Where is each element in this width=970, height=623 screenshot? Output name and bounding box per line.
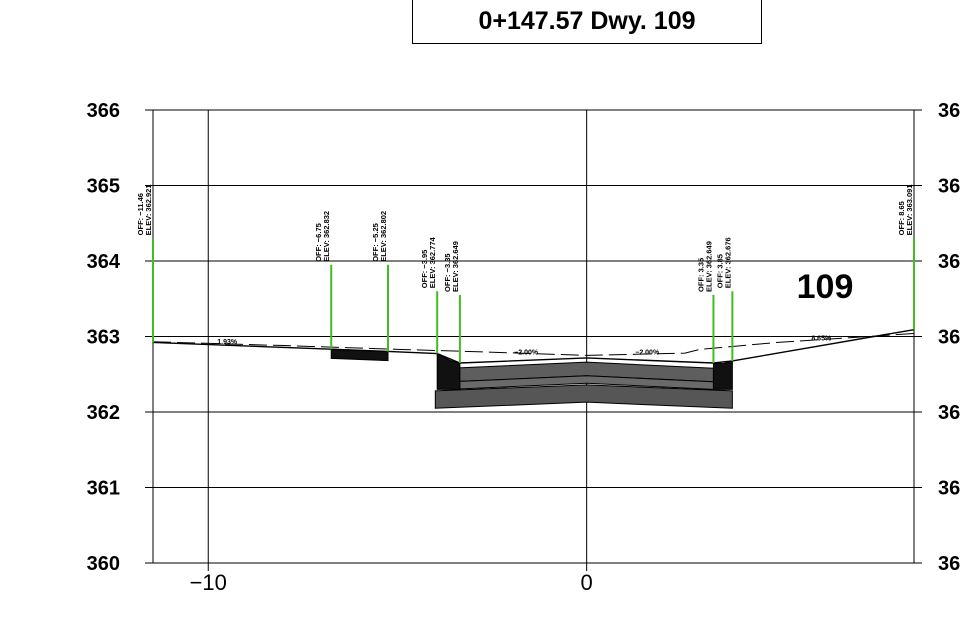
slope-label: −2.00% [635,350,660,357]
callout-offset: OFF: −5.25 [371,223,380,262]
y-tick-label: 364 [87,251,121,273]
off-value: −3.35 [443,253,452,272]
y-tick-label: 360 [87,553,120,575]
elev-value: 363.091 [905,184,914,211]
off-value: −5.25 [371,223,380,242]
callout-elev: ELEV: 362.774 [428,236,437,288]
off-value: 3.85 [715,254,724,269]
curb-block [712,360,733,390]
callout-offset: OFF: −3.35 [443,253,452,292]
callout-offset: OFF: 3.35 [696,258,705,292]
y-tick-label-right: 36 [938,176,960,198]
callout-offset: OFF: −6.75 [314,223,323,262]
finished-grade-line [152,328,915,364]
callout-elev: ELEV: 363.091 [905,184,914,235]
off-label: OFF: [314,242,323,262]
off-label: OFF: [420,269,429,289]
off-value: −6.75 [314,223,323,242]
off-label: OFF: [136,216,145,236]
callout-elev: ELEV: 362.676 [723,237,732,288]
section-title: 0+147.57 Dwy. 109 [412,0,762,44]
existing-ground-line [152,332,915,356]
elev-label: ELEV: [451,268,460,292]
off-label: OFF: [443,272,452,292]
y-tick-label-right: 36 [938,478,960,500]
callout-offset: OFF: −3.95 [420,250,429,289]
y-tick-label: 365 [87,176,120,198]
pavement-layer [434,384,733,409]
y-tick-label-right: 36 [938,327,960,349]
elev-label: ELEV: [428,264,437,288]
callout-offset: OFF: 8.65 [897,201,906,235]
elev-value: 362.649 [704,241,713,268]
off-value: 3.35 [696,258,705,273]
off-label: OFF: [715,269,724,289]
curb-block [436,352,461,390]
off-value: 8.65 [897,201,906,216]
callout-elev: ELEV: 362.649 [451,241,460,292]
elev-label: ELEV: [704,268,713,292]
x-tick-label: 0 [581,570,593,595]
y-tick-label-right: 36 [938,553,960,575]
off-label: OFF: [696,272,705,292]
elev-label: ELEV: [905,212,914,236]
callout-elev: ELEV: 362.832 [322,211,331,262]
callout-elev: ELEV: 362.802 [379,211,388,262]
callout-offset: OFF: −11.46 [136,193,145,235]
off-value: −11.46 [136,193,145,216]
slope-label: 1.93% [217,339,238,346]
callout-elev: ELEV: 362.649 [704,241,713,292]
slope-label: −2.00% [514,350,539,357]
y-tick-label-right: 36 [938,402,960,424]
elev-label: ELEV: [322,238,331,262]
elev-label: ELEV: [379,238,388,262]
driveway-number: 109 [797,268,854,306]
off-value: −3.95 [420,250,429,269]
y-tick-label: 361 [87,478,120,500]
off-label: OFF: [371,242,380,262]
elev-value: 362.832 [322,211,331,238]
elev-value: 362.921 [144,184,153,211]
elev-value: 362.649 [451,241,460,268]
slope-label: 8.65% [811,335,832,342]
x-tick-label: −10 [190,570,227,595]
y-tick-label-right: 36 [938,100,960,122]
y-tick-label-right: 36 [938,251,960,273]
callout-elev: ELEV: 362.921 [144,184,153,235]
elev-value: 362.802 [379,211,388,238]
elev-label: ELEV: [723,264,732,288]
y-tick-label: 362 [87,402,120,424]
callout-offset: OFF: 3.85 [715,254,724,288]
elev-label: ELEV: [144,212,153,236]
off-label: OFF: [897,216,906,236]
elev-value: 362.774 [428,236,437,264]
y-tick-label: 363 [87,327,120,349]
y-tick-label: 366 [87,100,120,122]
elev-value: 362.676 [723,237,732,264]
